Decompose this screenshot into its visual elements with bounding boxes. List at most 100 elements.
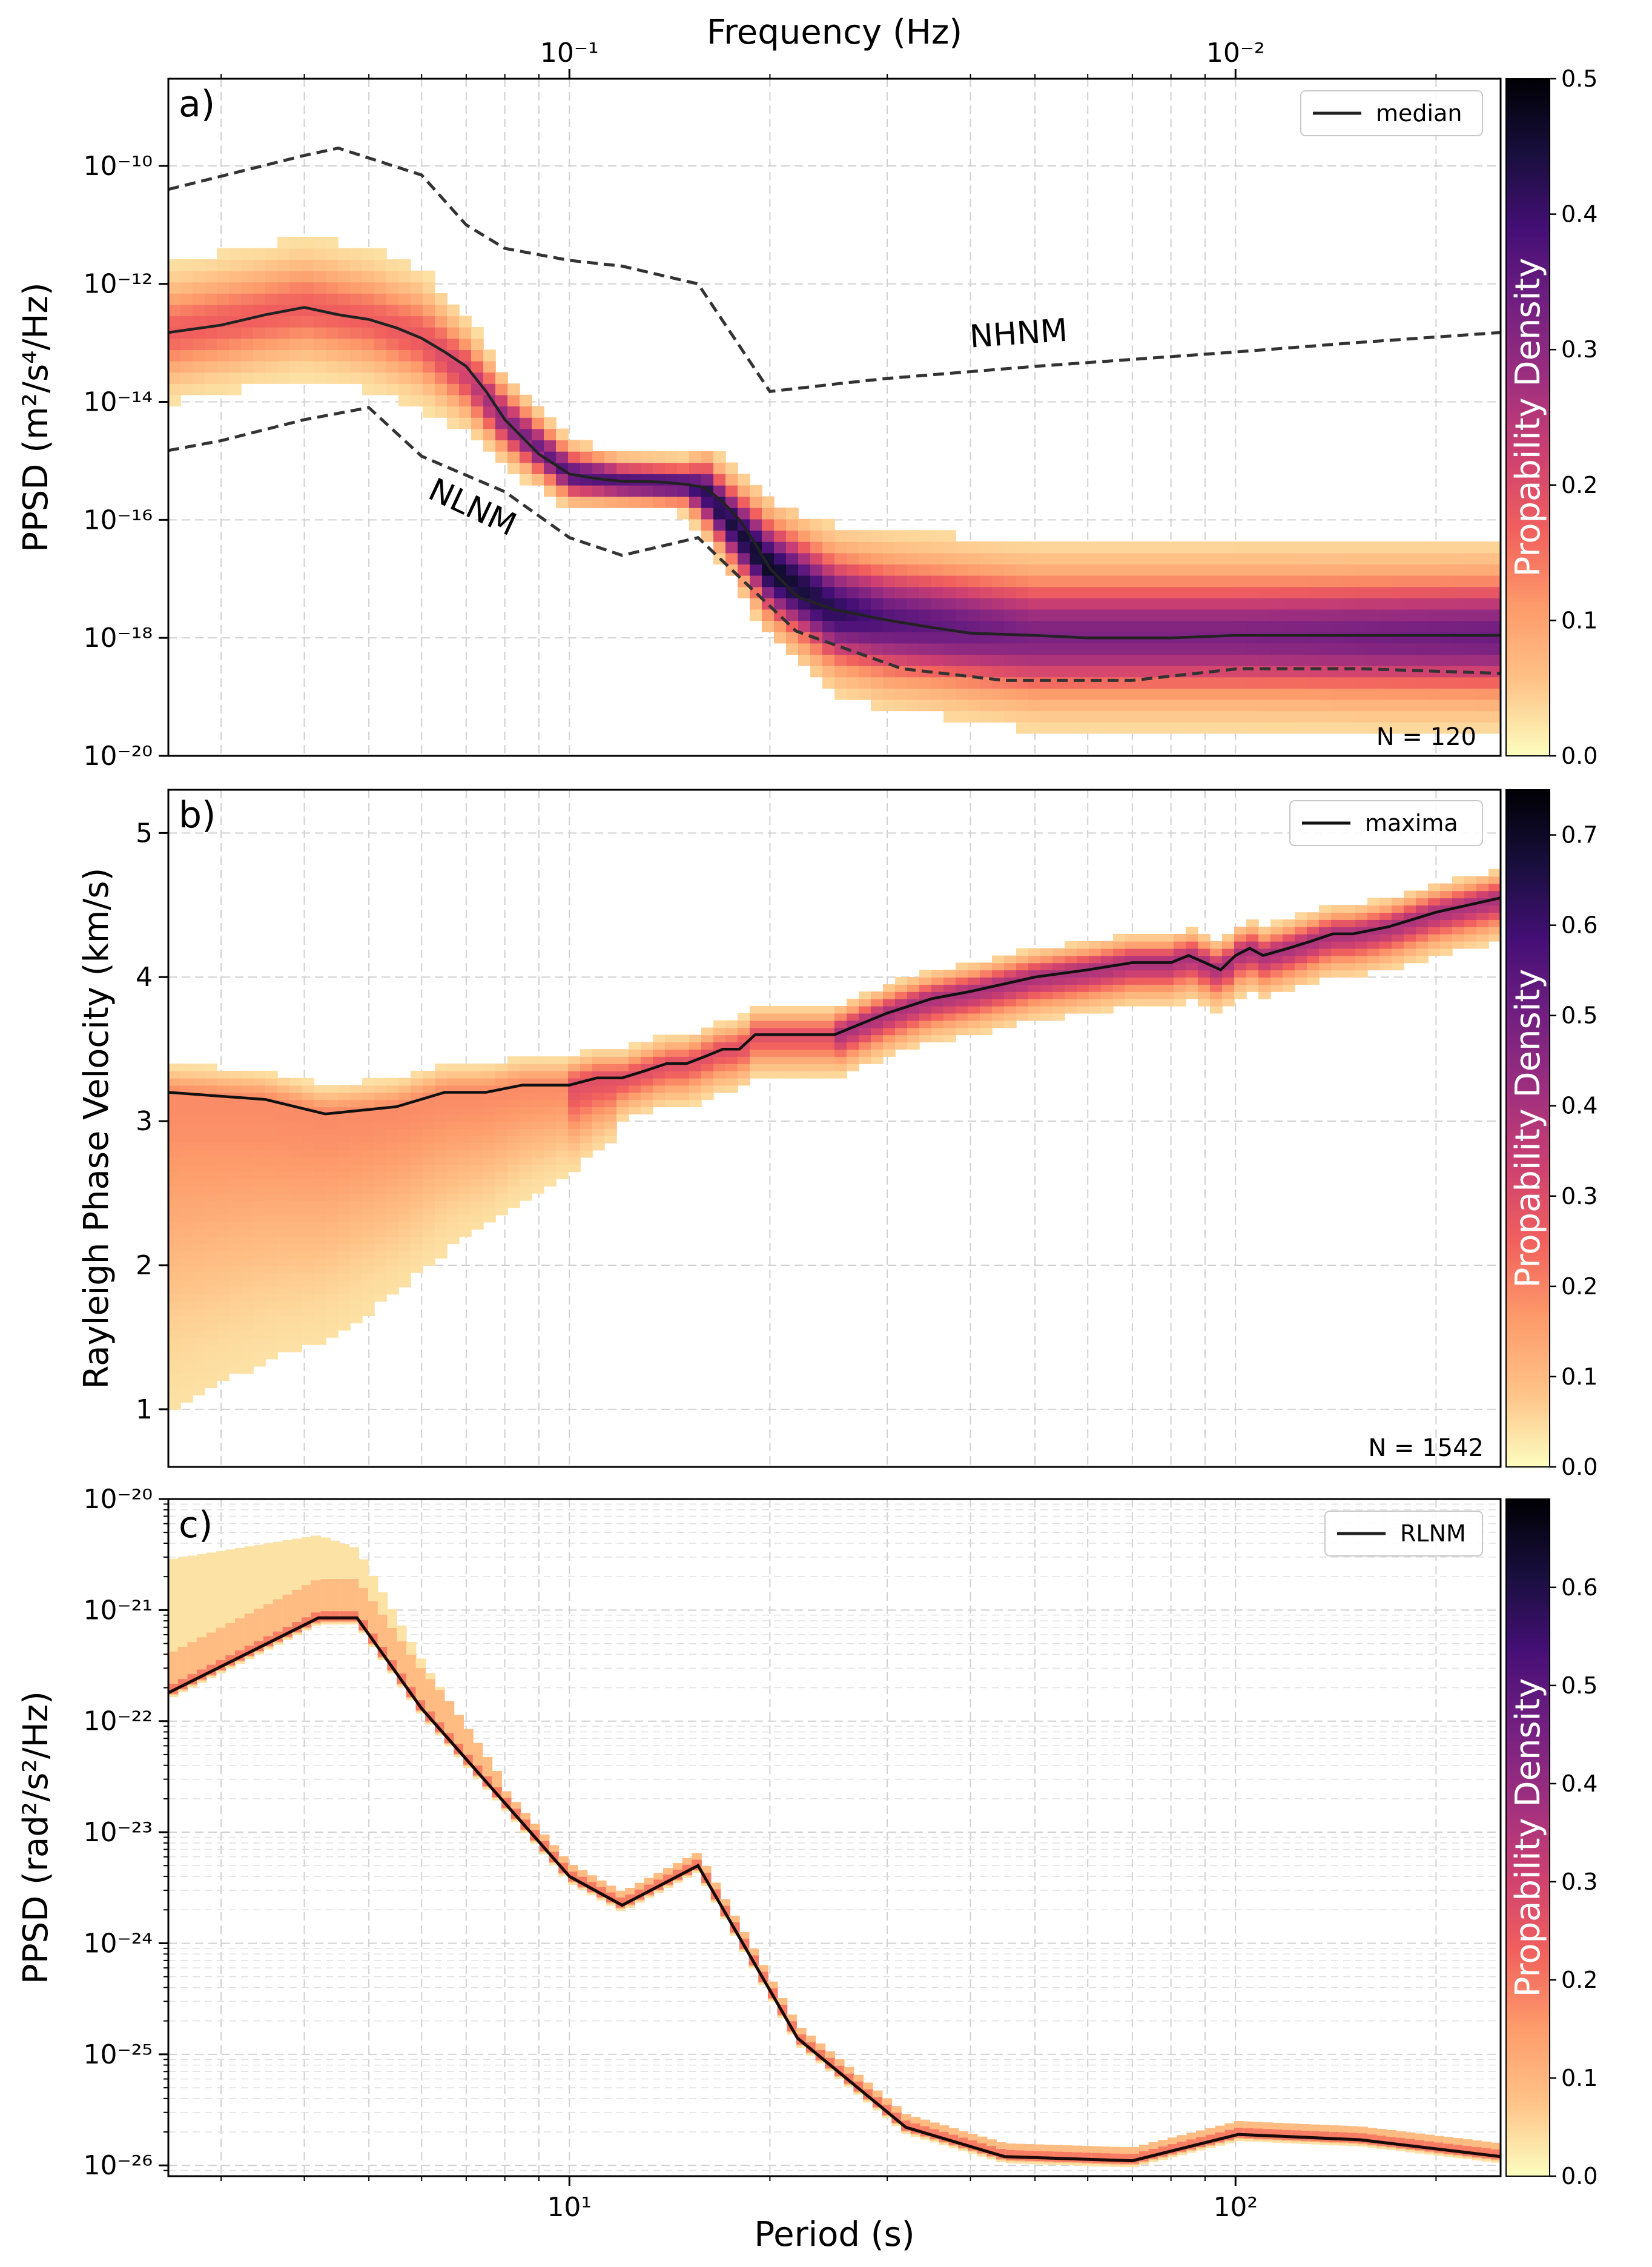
density-cell	[1343, 948, 1356, 956]
density-cell	[992, 598, 1005, 610]
density-cell	[883, 1042, 896, 1050]
density-cell	[1101, 643, 1114, 655]
density-cell	[1452, 609, 1465, 621]
density-cell	[447, 1150, 460, 1158]
density-cell	[495, 1128, 508, 1136]
density-cell	[641, 1070, 653, 1079]
density-cell	[520, 1099, 532, 1108]
density-cell	[229, 1337, 242, 1345]
density-cell	[1379, 552, 1392, 564]
density-cell	[1416, 890, 1429, 899]
density-cell	[677, 1049, 690, 1057]
density-cell	[616, 1092, 629, 1100]
density-cell	[495, 1070, 508, 1079]
density-cell	[1283, 984, 1295, 992]
density-cell	[653, 1056, 666, 1064]
density-cell	[1283, 564, 1295, 576]
density-cell	[1186, 688, 1198, 700]
density-cell	[253, 1179, 266, 1186]
density-cell	[1392, 710, 1404, 723]
density-cell	[1125, 564, 1138, 576]
density-cell	[786, 1049, 799, 1057]
density-cell	[1476, 722, 1489, 734]
density-cell	[217, 1121, 230, 1129]
density-cell	[762, 541, 775, 554]
density-cell	[956, 564, 968, 576]
density-cell	[1404, 699, 1416, 712]
density-cell	[1476, 609, 1489, 621]
density-cell	[822, 677, 835, 689]
density-cell	[362, 1077, 375, 1086]
density-cell	[1222, 699, 1235, 712]
density-cell	[1367, 699, 1380, 712]
density-cell	[980, 688, 993, 700]
density-cell	[253, 1193, 266, 1201]
density-cell	[1428, 575, 1441, 587]
density-cell	[374, 1229, 387, 1237]
density-cell	[338, 1279, 351, 1288]
density-cell	[1367, 905, 1380, 913]
density-cell	[168, 1064, 181, 1071]
density-cell	[629, 1099, 641, 1108]
density-cell	[217, 1286, 230, 1295]
density-cell	[968, 991, 980, 999]
density-cell	[1416, 632, 1429, 644]
density-cell	[362, 1200, 375, 1208]
density-cell	[338, 1114, 351, 1122]
density-cell	[241, 1337, 254, 1345]
density-cell	[1476, 933, 1489, 942]
density-cell	[471, 1064, 484, 1071]
density-cell	[919, 609, 932, 621]
density-cell	[253, 1258, 266, 1266]
density-cell	[411, 270, 423, 283]
density-cell	[968, 1013, 980, 1021]
density-cell	[1452, 898, 1465, 906]
density-cell	[847, 688, 859, 700]
density-cell	[907, 530, 920, 542]
density-cell	[289, 282, 302, 294]
density-cell	[180, 1380, 193, 1388]
density-cell	[241, 1272, 254, 1280]
density-cell	[859, 586, 871, 598]
density-cell	[968, 620, 980, 632]
density-cell	[1234, 654, 1247, 666]
density-cell	[495, 383, 508, 395]
density-cell	[217, 1272, 230, 1280]
density-cell	[265, 1323, 278, 1331]
density-cell	[435, 1142, 448, 1151]
density-cell	[701, 1034, 714, 1043]
density-cell	[956, 1020, 968, 1028]
density-cell	[507, 383, 520, 395]
density-cell	[217, 1236, 230, 1245]
density-cell	[1040, 665, 1053, 678]
density-cell	[738, 496, 750, 508]
density-cell	[314, 1316, 326, 1323]
density-cell	[168, 1251, 181, 1259]
density-cell	[326, 372, 339, 384]
density-cell	[1028, 699, 1041, 712]
density-cell	[217, 1200, 230, 1208]
density-cell	[302, 1121, 314, 1129]
density-cell	[616, 1085, 629, 1093]
density-cell	[641, 1077, 653, 1086]
density-cell	[277, 1186, 290, 1194]
panel-a-top-ticks: 10⁻¹ 10⁻²	[220, 38, 1437, 79]
density-cell	[847, 598, 859, 610]
density-cell	[1416, 933, 1429, 942]
density-cell	[423, 1179, 435, 1186]
density-cell	[1040, 948, 1053, 956]
density-cell	[302, 1128, 314, 1136]
density-cell	[326, 1121, 339, 1129]
density-cell	[1343, 541, 1356, 554]
density-cell	[1488, 677, 1501, 689]
density-cell	[1113, 620, 1126, 632]
density-cell	[398, 1279, 411, 1288]
density-cell	[1234, 710, 1247, 723]
density-cell	[1295, 586, 1307, 598]
density-cell	[398, 1229, 411, 1237]
density-cell	[1149, 941, 1162, 949]
density-cell	[774, 1042, 787, 1050]
density-cell	[423, 1200, 435, 1208]
density-cell	[205, 1135, 217, 1143]
density-cell	[1161, 677, 1174, 689]
